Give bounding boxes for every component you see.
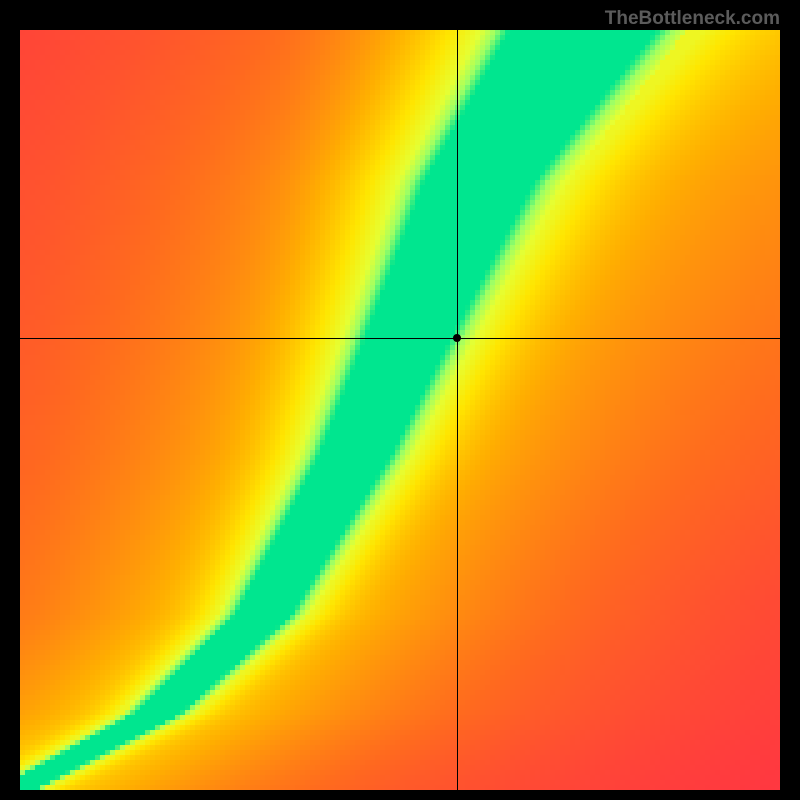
crosshair-marker (453, 334, 461, 342)
watermark-text: TheBottleneck.com (605, 8, 780, 30)
crosshair-horizontal (20, 338, 780, 339)
crosshair-vertical (457, 30, 458, 790)
heatmap-canvas-wrap (20, 30, 780, 790)
heatmap-canvas (20, 30, 780, 790)
bottleneck-heatmap (20, 30, 780, 790)
